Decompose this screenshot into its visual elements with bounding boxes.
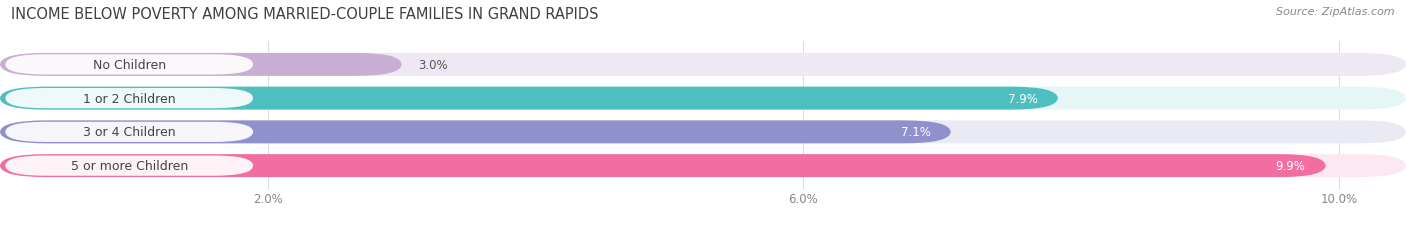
FancyBboxPatch shape — [6, 156, 253, 176]
FancyBboxPatch shape — [0, 155, 1406, 177]
Text: 9.9%: 9.9% — [1275, 159, 1306, 172]
FancyBboxPatch shape — [0, 54, 1406, 76]
Text: 1 or 2 Children: 1 or 2 Children — [83, 92, 176, 105]
Text: 5 or more Children: 5 or more Children — [70, 159, 188, 172]
FancyBboxPatch shape — [0, 121, 1406, 144]
Text: 7.9%: 7.9% — [1008, 92, 1038, 105]
Text: 3 or 4 Children: 3 or 4 Children — [83, 126, 176, 139]
FancyBboxPatch shape — [0, 87, 1057, 110]
FancyBboxPatch shape — [6, 89, 253, 109]
FancyBboxPatch shape — [0, 54, 402, 76]
Text: 3.0%: 3.0% — [418, 59, 447, 72]
FancyBboxPatch shape — [6, 122, 253, 142]
FancyBboxPatch shape — [6, 55, 253, 75]
Text: No Children: No Children — [93, 59, 166, 72]
FancyBboxPatch shape — [0, 121, 950, 144]
Text: 7.1%: 7.1% — [901, 126, 931, 139]
FancyBboxPatch shape — [0, 155, 1326, 177]
Text: Source: ZipAtlas.com: Source: ZipAtlas.com — [1277, 7, 1395, 17]
Text: INCOME BELOW POVERTY AMONG MARRIED-COUPLE FAMILIES IN GRAND RAPIDS: INCOME BELOW POVERTY AMONG MARRIED-COUPL… — [11, 7, 599, 22]
FancyBboxPatch shape — [0, 87, 1406, 110]
